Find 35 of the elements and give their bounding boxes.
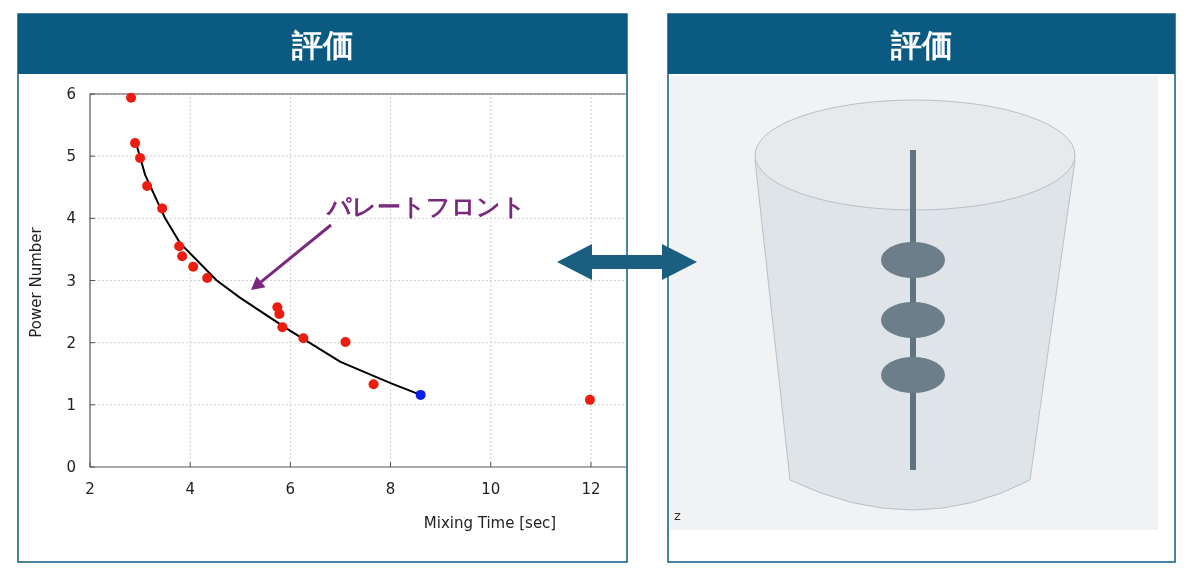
x-tick-label: 8 xyxy=(385,480,396,498)
x-axis-title: Mixing Time [sec] xyxy=(423,514,557,532)
y-axis-title: Power Number xyxy=(27,226,45,338)
point xyxy=(202,273,213,284)
x-tick-label: 6 xyxy=(285,480,296,498)
point xyxy=(126,92,137,103)
x-tick-label: 12 xyxy=(581,480,601,498)
chart-title: 評価 xyxy=(290,27,354,63)
x-tick-label: 2 xyxy=(85,480,95,498)
y-tick-label: 0 xyxy=(66,458,76,476)
y-tick-label: 6 xyxy=(66,85,76,103)
y-tick-label: 2 xyxy=(66,333,76,352)
point xyxy=(415,389,426,400)
point xyxy=(340,337,351,348)
point xyxy=(142,181,153,192)
point xyxy=(274,309,285,320)
point xyxy=(277,322,288,333)
text: 評価 xyxy=(889,27,953,63)
point xyxy=(298,333,309,344)
y-tick-label: 3 xyxy=(66,271,76,290)
annotation: パレートフロント xyxy=(325,193,526,221)
point xyxy=(584,394,595,405)
point xyxy=(130,138,141,149)
y-tick-label: 5 xyxy=(66,147,76,166)
point xyxy=(188,261,199,272)
x-tick-label: 4 xyxy=(185,480,195,498)
point xyxy=(157,203,168,214)
point xyxy=(368,379,379,390)
y-tick-label: 1 xyxy=(66,395,76,414)
y-tick-label: 4 xyxy=(66,209,76,228)
point xyxy=(135,153,146,164)
point xyxy=(174,241,185,252)
point xyxy=(177,251,188,262)
text: z xyxy=(674,508,681,523)
x-tick-label: 10 xyxy=(481,480,501,498)
